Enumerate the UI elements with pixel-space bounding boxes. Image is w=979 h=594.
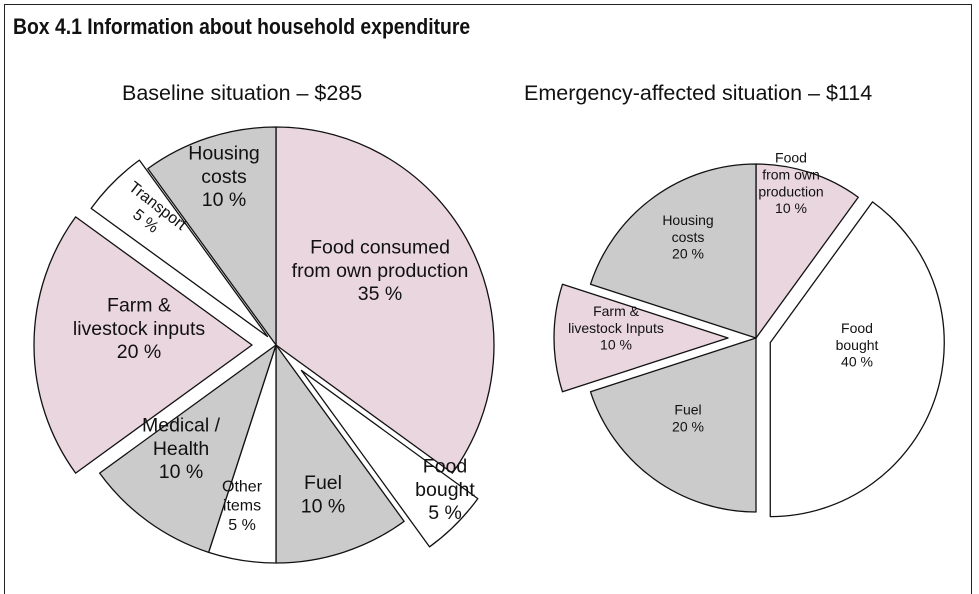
chart1-slice-3 — [275, 344, 405, 564]
chart1-label-6-line-1: Farm & — [107, 294, 171, 316]
chart1-slice-6 — [33, 216, 253, 474]
chart1-label-6-line-2: livestock inputs — [73, 318, 205, 340]
chart2-label-5-line-3: 20 % — [672, 246, 704, 262]
chart2-label-2-line-3: 40 % — [841, 354, 873, 370]
chart2-label-1-line-3: production — [758, 183, 823, 199]
chart1-label-1-line-3: 35 % — [358, 283, 402, 305]
chart1-label-3-line-2: 10 % — [301, 496, 345, 518]
chart2-label-1-line-1: Food — [775, 150, 807, 166]
box-title: Box 4.1 Information about household expe… — [13, 14, 471, 39]
chart2-slice-3 — [589, 337, 757, 513]
chart2-slice-1 — [755, 163, 859, 339]
chart1-label-3-line-1: Fuel — [304, 472, 342, 494]
chart1-label-8-line-3: 10 % — [202, 189, 246, 211]
chart1-label-8-line-1: Housing — [188, 142, 260, 164]
chart1-label-5-line-3: 10 % — [159, 461, 203, 483]
chart1-label-6-line-3: 20 % — [117, 341, 161, 363]
chart1-label-8-line-2: costs — [201, 166, 247, 188]
chart1-label-1-line-1: Food consumed — [310, 236, 450, 258]
chart1-label-5-line-2: Health — [153, 438, 209, 460]
chart1-label-2-line-3: 5 % — [428, 502, 462, 524]
chart1-label-2-line-2: bought — [415, 479, 475, 501]
chart2-label-4-line-3: 10 % — [600, 337, 632, 353]
emergency-chart-title: Emergency-affected situation – $114 — [524, 81, 873, 105]
chart1-label-4-line-2: items — [223, 498, 261, 515]
chart2-label-4-line-1: Farm & — [593, 303, 640, 319]
chart2-label-4-line-2: livestock Inputs — [568, 320, 664, 336]
chart1-slice-8 — [147, 126, 277, 346]
chart2-slice-4 — [553, 283, 729, 393]
chart2-label-2-line-1: Food — [841, 320, 873, 336]
chart1-slice-1 — [275, 126, 495, 474]
chart1-slice-7 — [90, 159, 269, 338]
chart2-label-1-line-2: from own — [762, 167, 820, 183]
chart2-label-5-line-2: costs — [672, 229, 705, 245]
chart1-slice-5 — [98, 344, 277, 553]
chart2-label-1-line-4: 10 % — [775, 200, 807, 216]
chart1-slice-2 — [300, 369, 479, 548]
info-box — [4, 4, 972, 594]
baseline-chart-title: Baseline situation – $285 — [122, 81, 363, 105]
chart2-slice-2 — [769, 201, 945, 518]
chart1-label-5-line-1: Medical / — [142, 414, 221, 436]
chart1-label-4-line-3: 5 % — [228, 517, 256, 534]
chart2-label-3-line-2: 20 % — [672, 418, 704, 434]
chart2-label-3-line-1: Fuel — [674, 402, 701, 418]
chart2-slice-5 — [589, 163, 757, 339]
chart1-label-1-line-2: from own production — [292, 260, 469, 282]
chart1-label-2-line-1: Food — [423, 455, 467, 477]
chart2-label-5-line-1: Housing — [662, 212, 713, 228]
chart1-slice-label-4: Other items 5 % — [222, 478, 263, 533]
chart2-label-2-line-2: bought — [836, 337, 879, 353]
chart1-label-4-line-1: Other — [222, 478, 263, 495]
